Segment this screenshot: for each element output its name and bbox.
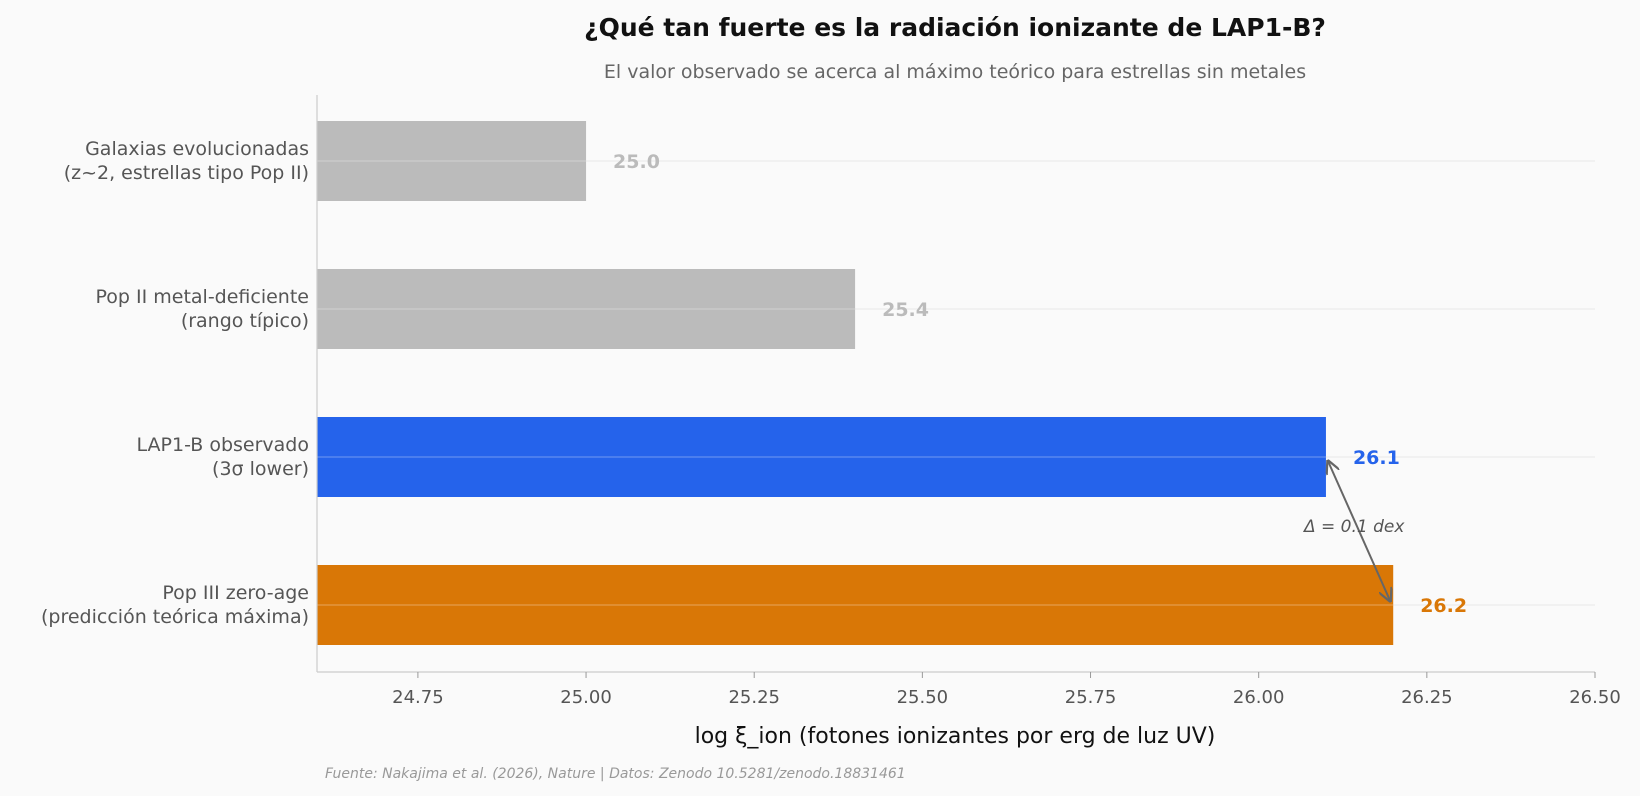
category-label: Galaxias evolucionadas [85,138,309,160]
category-label-detail: (predicción teórica máxima) [41,606,309,628]
x-tick-label: 25.25 [728,687,780,708]
bars [317,121,1394,645]
category-label-detail: (rango típico) [181,310,309,332]
category-label: Pop III zero-age [162,582,309,604]
value-label: 25.4 [882,299,929,321]
delta-annotation: Δ = 0.1 dex [1302,517,1405,537]
bar [317,269,856,349]
chart-title: ¿Qué tan fuerte es la radiación ionizant… [584,13,1326,42]
bar [317,417,1326,497]
value-label: 25.0 [613,151,660,173]
value-labels: 25.0 25.4 26.1 26.2 [613,151,1467,617]
x-tick-label: 25.50 [897,687,949,708]
x-axis-label: log ξ_ion (fotones ionizantes por erg de… [695,724,1216,749]
category-label-detail: (z~2, estrellas tipo Pop II) [64,162,309,184]
x-ticks: 24.75 25.00 25.25 25.50 25.75 26.00 26.25 26.50 [392,672,1621,708]
bar [317,121,587,201]
grid-lines [317,160,1595,606]
annotation: Δ = 0.1 dex [1302,461,1405,601]
x-tick-label: 26.50 [1569,687,1621,708]
value-label: 26.2 [1420,595,1467,617]
x-tick-label: 25.75 [1065,687,1117,708]
x-tick-label: 26.25 [1401,687,1453,708]
x-tick-label: 26.00 [1233,687,1285,708]
category-label-detail: (3σ lower) [212,458,309,480]
x-tick-label: 24.75 [392,687,444,708]
source-note: Fuente: Nakajima et al. (2026), Nature |… [325,766,906,782]
bar [317,565,1394,645]
axes [316,95,1595,673]
chart-subtitle: El valor observado se acerca al máximo t… [604,61,1306,83]
delta-arrow [1328,461,1390,601]
category-label: LAP1-B observado [137,434,309,456]
category-labels: Galaxias evolucionadas(z~2, estrellas ti… [41,138,309,628]
x-tick-label: 25.00 [560,687,612,708]
value-label: 26.1 [1353,447,1400,469]
category-label: Pop II metal-deficiente [96,286,310,308]
